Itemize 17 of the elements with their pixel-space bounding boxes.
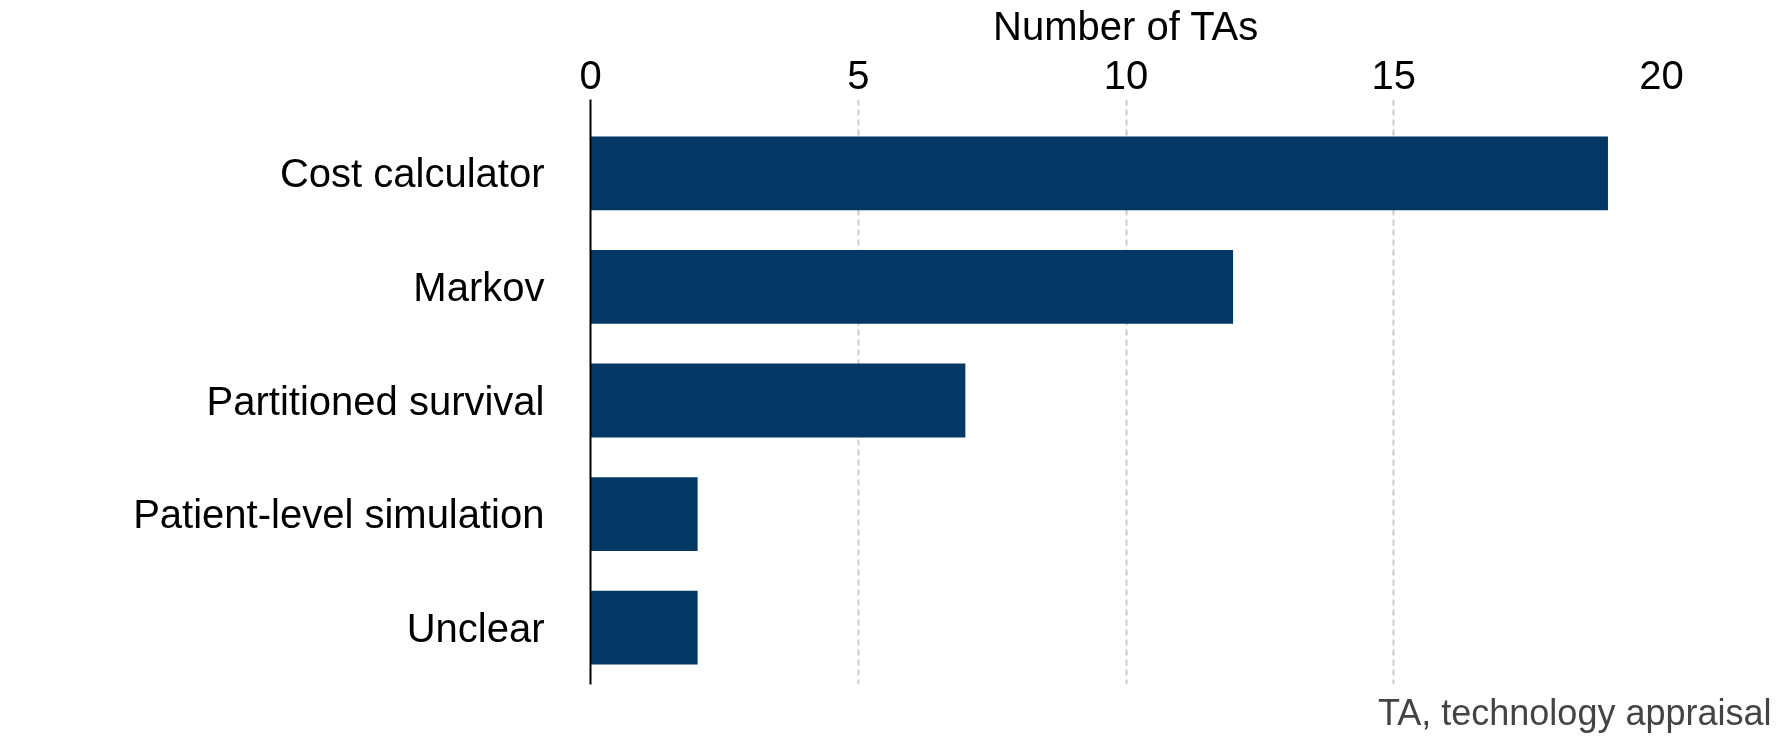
x-axis-title: Number of TAs (993, 3, 1259, 48)
y-tick-label: Unclear (406, 605, 545, 650)
x-tick-label: 0 (579, 52, 602, 97)
text: TA, technology appraisal (1377, 691, 1772, 733)
bar (590, 477, 698, 552)
y-tick-label: Partitioned survival (206, 378, 545, 423)
x-tick-label: 20 (1639, 52, 1684, 97)
bar (590, 363, 966, 438)
y-tick-label: Patient-level simulation (133, 492, 545, 537)
bar (590, 590, 698, 665)
x-tick-label: 5 (847, 52, 870, 97)
y-tick-label: Markov (413, 264, 545, 309)
x-tick-label: 10 (1103, 52, 1149, 97)
x-tick-label: 15 (1371, 52, 1416, 97)
bar (590, 250, 1234, 324)
bar (590, 136, 1608, 211)
y-tick-label: Cost calculator (279, 151, 545, 196)
